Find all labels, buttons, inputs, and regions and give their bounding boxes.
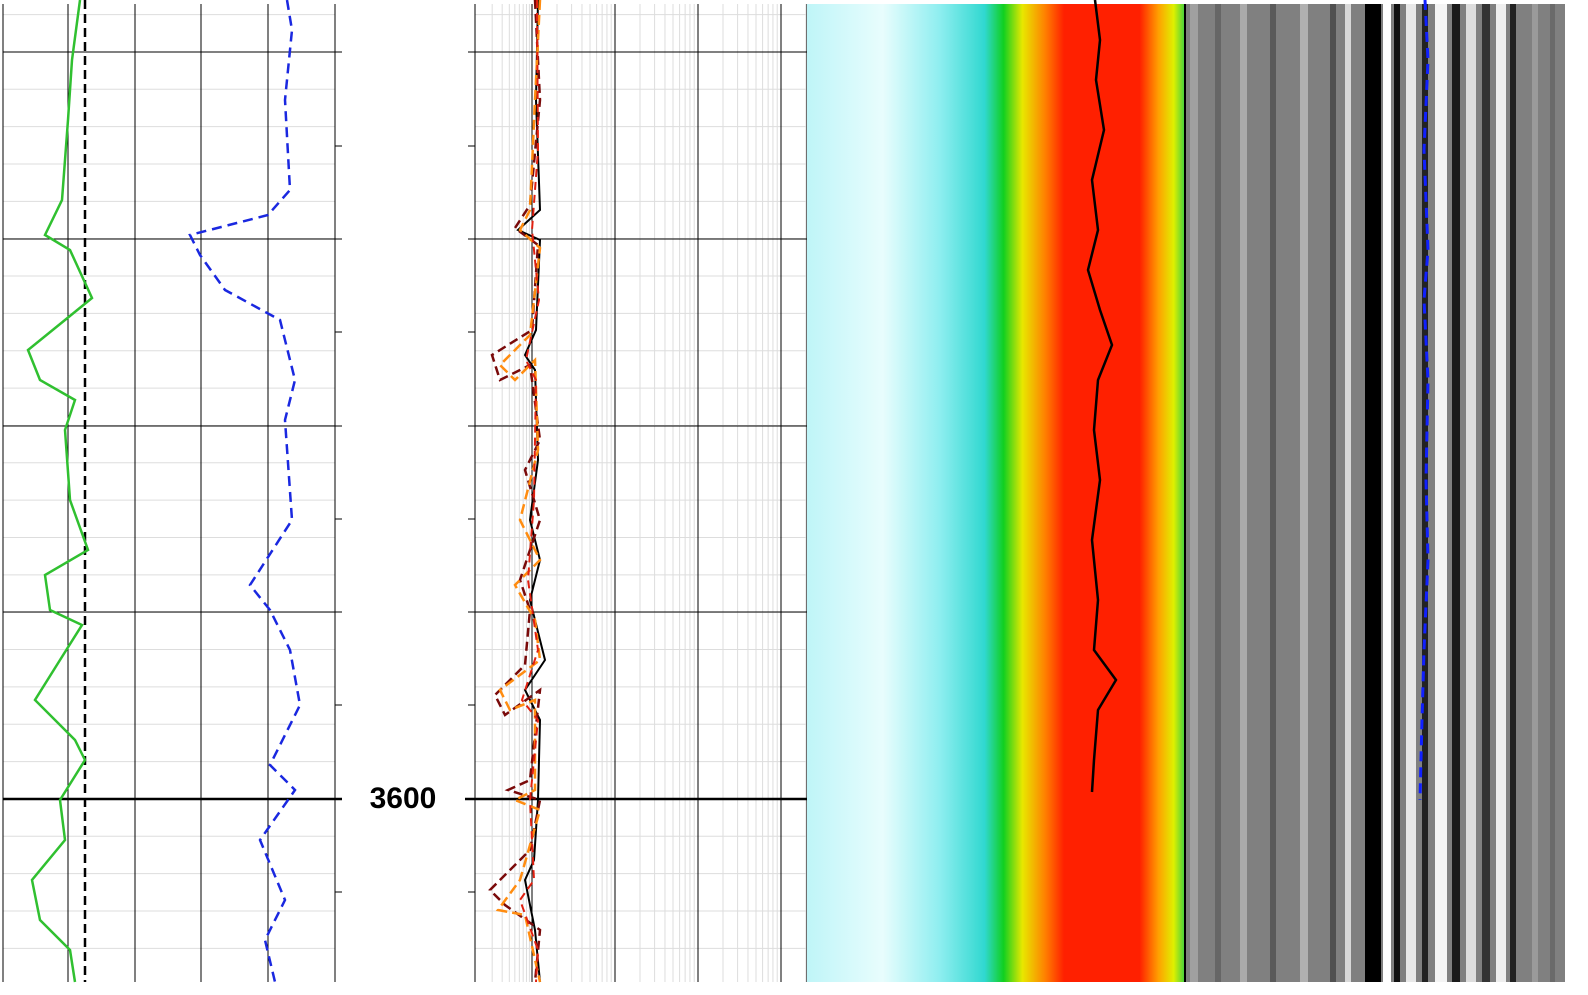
heatmap-track — [807, 4, 1185, 982]
green-curve — [26, 0, 94, 983]
image-curve — [1418, 0, 1430, 801]
image-track — [1185, 4, 1565, 982]
heatmap-curve — [1086, 0, 1118, 793]
darkred-curve — [488, 0, 542, 983]
red-curve — [518, 0, 541, 983]
grids — [2, 4, 808, 982]
depth-label: 3600 — [370, 782, 437, 815]
blue-curve — [188, 0, 302, 983]
orange-curve — [495, 0, 542, 983]
